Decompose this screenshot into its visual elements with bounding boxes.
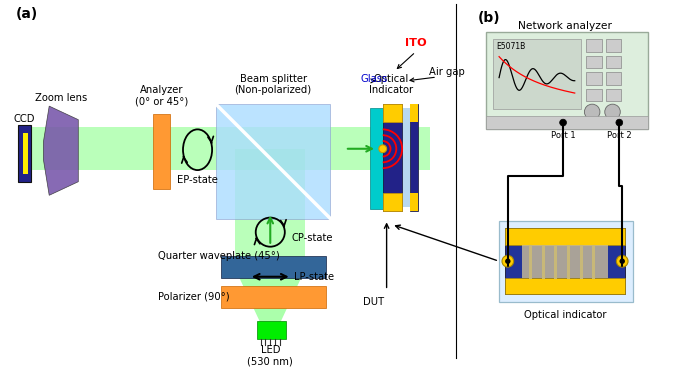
Bar <box>505 228 625 294</box>
Circle shape <box>605 104 621 120</box>
Circle shape <box>616 255 628 267</box>
Text: Optical
Indicator: Optical Indicator <box>369 74 414 95</box>
Text: DUT: DUT <box>364 297 384 307</box>
Text: Analyzer
(0° or 45°): Analyzer (0° or 45°) <box>135 85 188 106</box>
Text: Port 2: Port 2 <box>607 131 632 140</box>
Bar <box>606 72 621 85</box>
Text: LP-state: LP-state <box>294 272 334 282</box>
Text: Optical indicator: Optical indicator <box>524 310 606 320</box>
Text: Polarizer (90°): Polarizer (90°) <box>158 291 229 301</box>
Text: EP-state: EP-state <box>177 175 218 185</box>
Bar <box>236 149 306 265</box>
Text: Glass: Glass <box>360 74 388 84</box>
Bar <box>370 108 383 209</box>
Bar <box>153 114 171 190</box>
Text: (b): (b) <box>477 11 500 25</box>
Bar <box>383 104 402 122</box>
Bar <box>505 228 625 245</box>
Circle shape <box>505 259 510 264</box>
Bar <box>586 89 602 101</box>
Bar <box>586 39 602 52</box>
Bar <box>486 116 649 129</box>
Text: Network analyzer: Network analyzer <box>518 21 612 31</box>
Bar <box>606 56 621 68</box>
Text: Beam splitter
(Non-polarized): Beam splitter (Non-polarized) <box>235 74 312 95</box>
Bar <box>18 125 31 182</box>
Bar <box>523 245 608 278</box>
Circle shape <box>619 259 625 264</box>
Circle shape <box>584 104 600 120</box>
Text: Port 1: Port 1 <box>551 131 575 140</box>
Text: ITO: ITO <box>405 38 427 48</box>
Bar <box>23 133 28 174</box>
Polygon shape <box>234 265 307 323</box>
Text: Quarter waveplate (45°): Quarter waveplate (45°) <box>158 252 279 262</box>
Bar <box>586 72 602 85</box>
Bar <box>410 104 418 122</box>
Bar <box>606 89 621 101</box>
Text: CP-state: CP-state <box>292 233 333 243</box>
Bar <box>499 220 633 302</box>
Text: (a): (a) <box>15 7 38 21</box>
Text: LED
(530 nm): LED (530 nm) <box>247 345 293 366</box>
Bar <box>410 104 418 211</box>
Bar <box>221 286 325 308</box>
Bar <box>28 127 430 170</box>
Bar <box>606 39 621 52</box>
Bar <box>410 193 418 211</box>
Circle shape <box>502 255 514 267</box>
Bar <box>493 39 580 109</box>
Circle shape <box>560 119 566 126</box>
Text: E5071B: E5071B <box>496 42 525 51</box>
Bar <box>505 278 625 294</box>
Bar <box>216 104 330 219</box>
Circle shape <box>379 145 386 152</box>
Text: Zoom lens: Zoom lens <box>35 93 87 103</box>
Text: Air gap: Air gap <box>429 67 465 77</box>
Bar <box>586 56 602 68</box>
Circle shape <box>616 119 623 126</box>
Bar <box>486 32 649 129</box>
Bar <box>221 256 325 278</box>
Bar <box>383 193 402 211</box>
Bar <box>383 104 402 211</box>
Polygon shape <box>43 106 78 195</box>
Text: CCD: CCD <box>13 114 35 124</box>
Bar <box>402 108 410 207</box>
Bar <box>257 321 286 339</box>
